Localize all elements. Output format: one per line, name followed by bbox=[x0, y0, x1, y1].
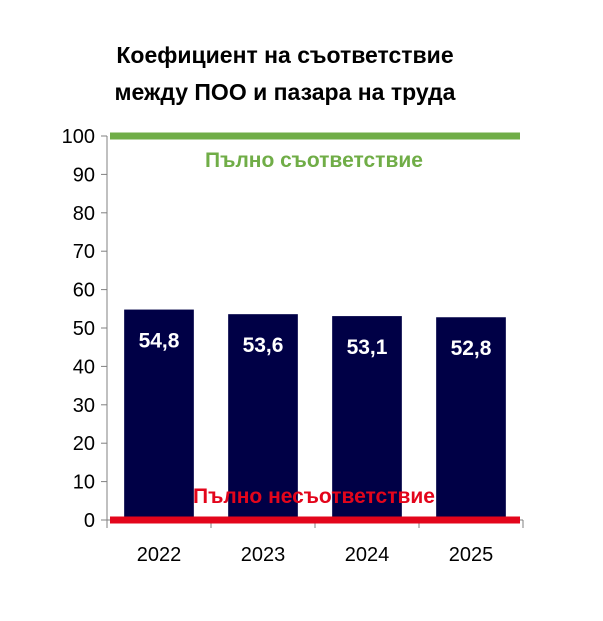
y-tick-label: 90 bbox=[73, 164, 95, 186]
y-tick-label: 50 bbox=[73, 318, 95, 340]
bar-data-label: 53,6 bbox=[243, 334, 284, 357]
y-tick-label: 0 bbox=[84, 510, 95, 532]
y-tick-label: 60 bbox=[73, 280, 95, 302]
chart-title-line-2: между ПОО и пазара на труда bbox=[115, 79, 456, 105]
reference-line-label: Пълно съответствие bbox=[205, 149, 423, 172]
bar bbox=[228, 314, 298, 520]
x-category-label: 2025 bbox=[449, 544, 494, 566]
bar bbox=[332, 316, 402, 520]
y-tick-label: 10 bbox=[73, 472, 95, 494]
x-category-label: 2022 bbox=[137, 544, 182, 566]
y-tick-label: 30 bbox=[73, 395, 95, 417]
y-tick-label: 20 bbox=[73, 433, 95, 455]
bar-data-label: 52,8 bbox=[451, 337, 492, 360]
y-tick-label: 70 bbox=[73, 241, 95, 263]
x-category-label: 2024 bbox=[345, 544, 390, 566]
bar-data-label: 54,8 bbox=[139, 330, 180, 353]
x-category-label: 2023 bbox=[241, 544, 286, 566]
y-tick-label: 80 bbox=[73, 203, 95, 225]
plot-area: 0 10 20 30 40 50 60 70 80 90 100 54,8 2022 53,6 2023 53… bbox=[62, 126, 524, 566]
bar bbox=[436, 317, 506, 520]
bar bbox=[124, 309, 194, 520]
chart-title-line-1: Коефициент на съответствие bbox=[116, 42, 453, 68]
bar-data-label: 53,1 bbox=[347, 336, 388, 359]
reference-line-label: Пълно несъответствие bbox=[193, 485, 435, 508]
y-tick-label: 100 bbox=[62, 126, 95, 148]
y-tick-label: 40 bbox=[73, 356, 95, 378]
